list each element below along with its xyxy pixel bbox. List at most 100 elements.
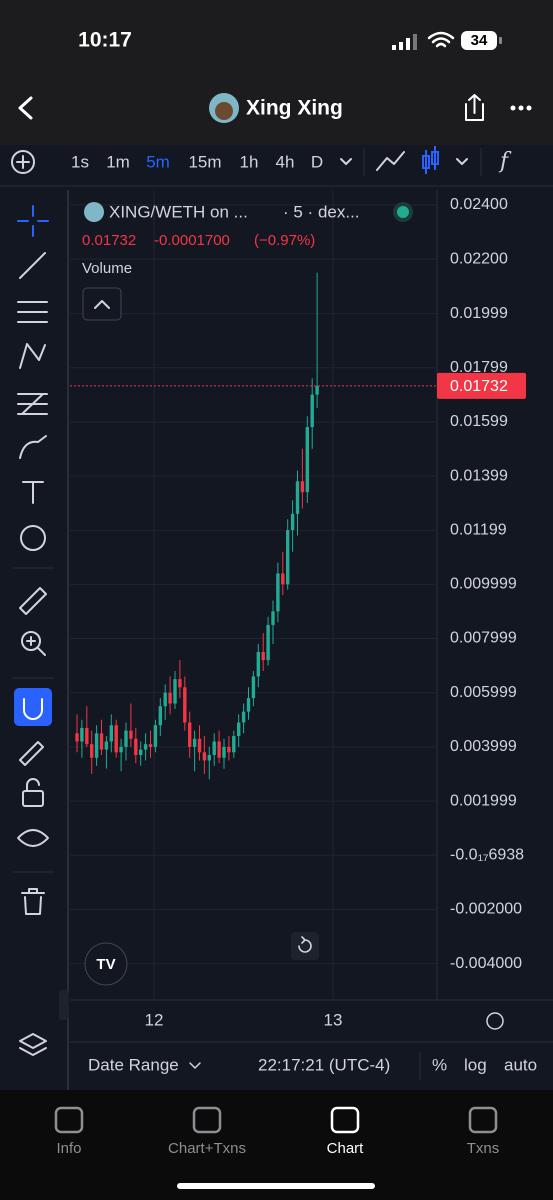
timeframe[interactable]: 15m xyxy=(188,152,221,171)
wifi xyxy=(427,31,455,48)
candle-body xyxy=(232,736,236,753)
tab-label[interactable]: Chart+Txns xyxy=(168,1140,246,1157)
add-button[interactable] xyxy=(11,150,35,174)
brush-tool[interactable] xyxy=(19,435,47,459)
candle-body xyxy=(188,722,192,747)
candle-body xyxy=(266,624,270,661)
collapse-icon xyxy=(94,300,110,309)
candle-body xyxy=(99,733,104,750)
zoom-icon xyxy=(26,636,46,656)
reset-button[interactable] xyxy=(291,932,319,960)
clock-time: 22:17:21 (UTC-4) xyxy=(258,1055,390,1074)
log-toggle[interactable]: log xyxy=(464,1055,487,1074)
y-tick-label: 0.01199 xyxy=(450,522,507,539)
indicator-label: Volume xyxy=(82,260,132,277)
candle-body xyxy=(158,706,162,726)
timeframe[interactable]: 1h xyxy=(240,152,259,171)
candle-body xyxy=(139,749,143,756)
logo-mark: TV xyxy=(96,956,115,973)
magnet-icon xyxy=(23,698,43,720)
line-chart-button[interactable] xyxy=(376,151,405,171)
candle-body xyxy=(251,676,256,699)
pattern-tool[interactable] xyxy=(19,343,46,369)
measure-tool[interactable] xyxy=(19,587,47,615)
trend-line-tool[interactable] xyxy=(19,252,46,279)
tab-label[interactable]: Chart xyxy=(327,1140,365,1157)
timeframe[interactable]: 1m xyxy=(106,152,130,171)
y-tick-label: 0.001999 xyxy=(450,792,517,809)
candle-body xyxy=(148,744,153,747)
tabs: Info Chart+Txns Chart Txns xyxy=(54,1106,500,1157)
timeframes: 1s 1m 5m 15m 1h 4h D xyxy=(71,152,323,171)
layers-button[interactable] xyxy=(19,1033,47,1056)
candle-body xyxy=(246,698,251,712)
timeframe[interactable]: 1s xyxy=(71,152,89,171)
y-tick-label: 0.005999 xyxy=(450,684,517,701)
auto-toggle[interactable]: auto xyxy=(504,1055,537,1074)
candle-body xyxy=(276,573,280,612)
y-tick-label: -0.002000 xyxy=(450,901,522,918)
back-button[interactable] xyxy=(18,96,33,120)
candle-body xyxy=(104,741,109,750)
candle-body xyxy=(129,730,133,739)
timeframe-menu[interactable] xyxy=(340,158,352,165)
candle-body xyxy=(286,530,290,585)
timeframe[interactable]: 5m xyxy=(146,152,170,171)
settings-button[interactable] xyxy=(486,1012,504,1030)
y-tick-label: 0.02400 xyxy=(450,196,508,213)
candle-body xyxy=(290,513,295,531)
plot xyxy=(70,190,437,1000)
reset-icon xyxy=(298,936,312,953)
market-status xyxy=(397,206,409,218)
crosshair-tool[interactable] xyxy=(17,205,49,237)
lock-tool[interactable] xyxy=(22,790,44,807)
text-tool[interactable] xyxy=(22,481,44,504)
timeframe[interactable]: 4h xyxy=(276,152,295,171)
candle-body xyxy=(94,733,99,758)
fib-tool[interactable] xyxy=(17,393,48,415)
delete-tool[interactable] xyxy=(21,888,45,915)
candle-body xyxy=(178,679,182,688)
drawing-tools xyxy=(12,205,54,1056)
magnet-tool[interactable] xyxy=(14,688,52,726)
zoom-tool[interactable] xyxy=(21,631,41,651)
candle-body xyxy=(75,733,79,742)
add-icon xyxy=(16,155,30,169)
candle-body xyxy=(315,385,319,395)
visibility-tool[interactable] xyxy=(17,829,49,847)
tab-icon[interactable] xyxy=(330,1106,360,1134)
more-button[interactable] xyxy=(510,105,532,111)
percent-toggle[interactable]: % xyxy=(432,1055,447,1074)
tab-label[interactable]: Info xyxy=(56,1140,81,1157)
collapse-indicator[interactable] xyxy=(82,287,122,321)
candle-chart-button[interactable] xyxy=(422,146,439,174)
lock-drawings-tool[interactable] xyxy=(19,741,44,766)
candle-body xyxy=(168,692,172,704)
candle-body xyxy=(173,679,177,704)
date-range[interactable]: Date Range xyxy=(88,1055,179,1074)
tab-icon[interactable] xyxy=(54,1106,84,1134)
candle-body xyxy=(300,481,305,493)
candle-body xyxy=(134,738,138,756)
tab-icon[interactable] xyxy=(192,1106,222,1134)
candle-body xyxy=(281,573,285,585)
tab-label[interactable]: Txns xyxy=(467,1140,500,1157)
share-button[interactable] xyxy=(465,94,484,121)
timeframe[interactable]: D xyxy=(311,152,323,171)
battery xyxy=(461,31,497,50)
candle-body xyxy=(212,741,216,756)
chart-type-menu[interactable] xyxy=(456,158,468,165)
tradingview-logo[interactable] xyxy=(84,942,128,986)
candle-body xyxy=(305,427,309,493)
tab-icon[interactable] xyxy=(468,1106,498,1134)
change: -0.0001700 xyxy=(154,232,230,249)
candle-body xyxy=(207,755,211,761)
collapse-handle[interactable] xyxy=(59,990,69,1020)
candle-body xyxy=(217,741,221,758)
emoji-tool[interactable] xyxy=(20,525,46,551)
candle-body xyxy=(124,730,128,747)
y-tick-label: 0.02200 xyxy=(450,250,508,267)
candle-body xyxy=(271,611,275,625)
candle-body xyxy=(202,752,207,761)
parallel-tool[interactable] xyxy=(17,301,48,323)
